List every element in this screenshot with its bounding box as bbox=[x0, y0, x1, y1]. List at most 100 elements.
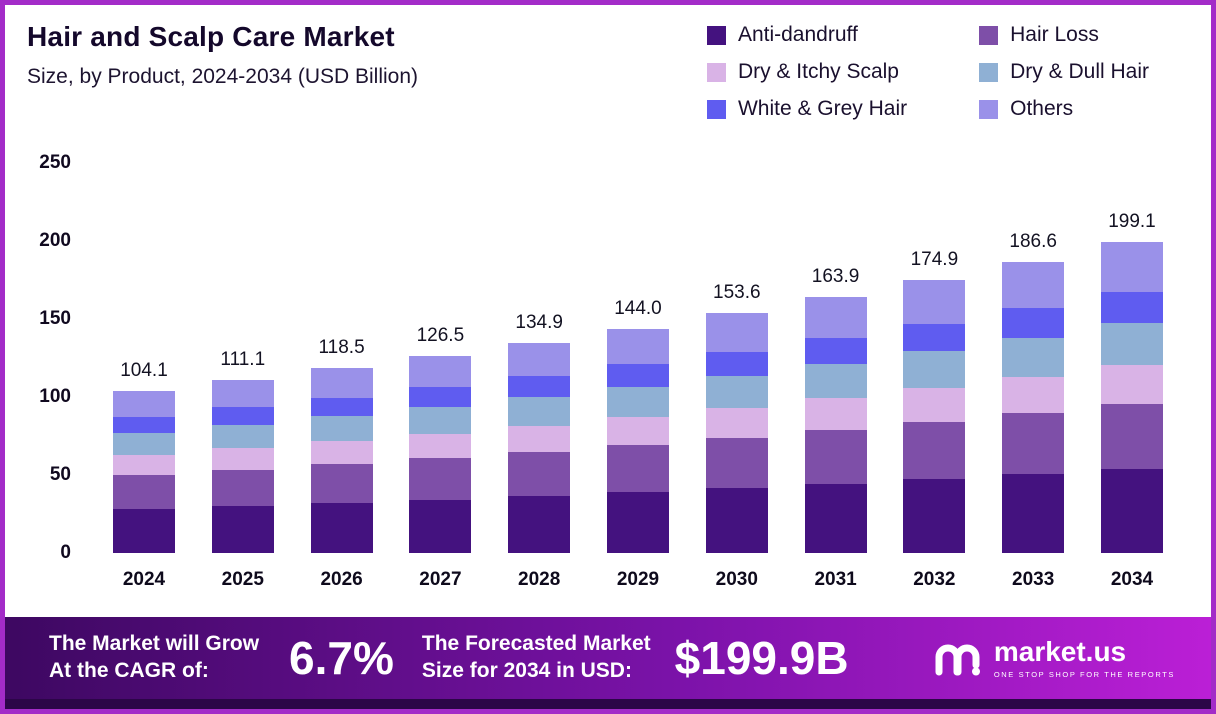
legend-label: Anti-dandruff bbox=[737, 23, 858, 46]
cagr-label-line1: The Market will Grow bbox=[49, 632, 260, 656]
y-axis: 0 50 100 150 200 250 bbox=[15, 152, 85, 563]
bar-segment-anti-dandruff bbox=[310, 503, 373, 553]
bar-column: 111.1 bbox=[211, 349, 274, 553]
bar-segment-others bbox=[508, 342, 571, 377]
footer-banner: The Market will Grow At the CAGR of: 6.7… bbox=[5, 617, 1211, 699]
bar-stack bbox=[113, 390, 175, 553]
bar-segment-dry-dull-hair bbox=[1002, 337, 1065, 377]
bar-stack bbox=[1100, 242, 1163, 553]
cagr-label: The Market will Grow At the CAGR of: bbox=[49, 631, 259, 685]
bar-segment-dry-itchy-scalp bbox=[211, 448, 274, 470]
bar-segment-dry-itchy-scalp bbox=[409, 433, 472, 459]
bar-segment-hair-loss bbox=[508, 452, 571, 497]
bar-segment-others bbox=[310, 368, 373, 398]
bar-segment-dry-itchy-scalp bbox=[508, 425, 571, 453]
bar-stack bbox=[508, 342, 571, 553]
bar-column: 186.6 bbox=[1002, 231, 1065, 553]
legend-swatch bbox=[979, 62, 999, 82]
x-axis-label: 2024 bbox=[122, 569, 166, 590]
bar-total-label: 199.1 bbox=[1108, 211, 1156, 233]
bar-column: 134.9 bbox=[508, 311, 571, 553]
x-axis-row: 2024 2025 2026 2027 2028 2029 2030 2031 2032 2033… bbox=[85, 569, 1189, 591]
legend-item: White & Grey Hair bbox=[706, 97, 907, 121]
bar-segment-hair-loss bbox=[211, 469, 274, 507]
bar-segment-anti-dandruff bbox=[1100, 469, 1163, 553]
forecast-value: $199.9B bbox=[674, 632, 849, 684]
bar-segment-white-grey-hair bbox=[804, 338, 867, 364]
bar-segment-others bbox=[409, 355, 472, 388]
bar-stack bbox=[606, 328, 669, 553]
marketus-brand: market.us ONE STOP SHOP FOR THE REPORTS bbox=[932, 637, 1175, 679]
bar-segment-dry-itchy-scalp bbox=[1002, 376, 1065, 414]
bar-segment-dry-dull-hair bbox=[1100, 323, 1163, 366]
bar-segment-hair-loss bbox=[804, 430, 867, 484]
bar-segment-dry-itchy-scalp bbox=[113, 454, 175, 476]
bar-segment-dry-itchy-scalp bbox=[903, 387, 966, 423]
bar-stack bbox=[310, 368, 373, 553]
x-axis-label: 2026 bbox=[320, 569, 363, 590]
bar-segment-others bbox=[1100, 242, 1163, 293]
bar-total-label: 118.5 bbox=[318, 337, 365, 359]
bar-segment-anti-dandruff bbox=[508, 496, 571, 553]
bar-total-label: 126.5 bbox=[416, 324, 465, 346]
bar-segment-others bbox=[705, 313, 768, 352]
footer-strip bbox=[5, 699, 1211, 709]
y-axis-tick: 0 bbox=[60, 542, 71, 563]
bar-total-label: 174.9 bbox=[910, 249, 959, 271]
bar-total-label: 153.6 bbox=[713, 282, 761, 304]
bar-stack bbox=[903, 280, 966, 553]
y-axis-tick: 100 bbox=[39, 386, 71, 407]
bar-segment-dry-dull-hair bbox=[508, 397, 571, 426]
cagr-value: 6.7% bbox=[289, 632, 394, 684]
x-axis-label: 2025 bbox=[221, 569, 264, 590]
bar-segment-white-grey-hair bbox=[606, 364, 669, 387]
bar-segment-dry-dull-hair bbox=[903, 351, 966, 388]
legend-label: Dry & Itchy Scalp bbox=[737, 60, 899, 83]
legend-swatch bbox=[706, 25, 726, 45]
forecast-label-line1: The Forecasted Market bbox=[421, 632, 651, 656]
bar-segment-dry-dull-hair bbox=[409, 406, 472, 434]
bar-segment-hair-loss bbox=[113, 475, 175, 510]
bar-segment-anti-dandruff bbox=[1002, 474, 1065, 553]
y-axis-tick: 250 bbox=[39, 152, 71, 173]
legend-swatch bbox=[706, 99, 726, 119]
bar-segment-white-grey-hair bbox=[508, 376, 571, 398]
x-axis-label: 2031 bbox=[814, 569, 857, 590]
bar-segment-white-grey-hair bbox=[310, 397, 373, 417]
bar-segment-dry-dull-hair bbox=[310, 416, 373, 442]
y-axis-tick: 200 bbox=[39, 230, 71, 251]
x-axis-label: 2029 bbox=[616, 569, 660, 590]
bar-segment-others bbox=[606, 328, 669, 365]
plot-area: 104.1 111.1 118.5 126.5 134.9 144.0 153.6 163.9… bbox=[85, 151, 1189, 617]
chart-subtitle: Size, by Product, 2024-2034 (USD Billion… bbox=[27, 65, 419, 88]
bar-segment-dry-dull-hair bbox=[113, 432, 175, 455]
bar-column: 199.1 bbox=[1100, 211, 1163, 553]
bar-column: 118.5 bbox=[310, 337, 373, 553]
legend: Anti-dandruff Hair Loss Dry & Itchy Scalp D… bbox=[706, 23, 1149, 121]
bar-column: 163.9 bbox=[804, 266, 867, 553]
bar-column: 153.6 bbox=[705, 282, 768, 553]
bar-stack bbox=[211, 379, 274, 553]
y-axis-tick: 150 bbox=[39, 308, 71, 329]
chart-header: Hair and Scalp Care Market Size, by Prod… bbox=[5, 5, 1211, 137]
x-axis-label: 2033 bbox=[1012, 569, 1055, 590]
x-axis-label: 2027 bbox=[419, 569, 462, 590]
legend-swatch bbox=[706, 62, 726, 82]
bar-segment-hair-loss bbox=[1100, 403, 1163, 470]
legend-item: Anti-dandruff bbox=[706, 23, 907, 47]
bar-stack bbox=[705, 313, 768, 553]
bar-segment-white-grey-hair bbox=[211, 407, 274, 425]
x-axis-label: 2034 bbox=[1110, 569, 1154, 590]
bar-segment-white-grey-hair bbox=[705, 351, 768, 376]
legend-swatch bbox=[979, 25, 999, 45]
bar-segment-hair-loss bbox=[903, 422, 966, 480]
forecast-label: The Forecasted Market Size for 2034 in U… bbox=[422, 631, 651, 685]
bar-segment-white-grey-hair bbox=[903, 323, 966, 352]
legend-label: Others bbox=[1010, 97, 1074, 120]
bar-segment-white-grey-hair bbox=[113, 416, 175, 433]
bar-segment-anti-dandruff bbox=[113, 509, 175, 553]
bar-total-label: 134.9 bbox=[515, 311, 563, 333]
bar-segment-others bbox=[903, 280, 966, 324]
y-axis-tick: 50 bbox=[49, 464, 71, 485]
bar-segment-others bbox=[113, 390, 175, 417]
